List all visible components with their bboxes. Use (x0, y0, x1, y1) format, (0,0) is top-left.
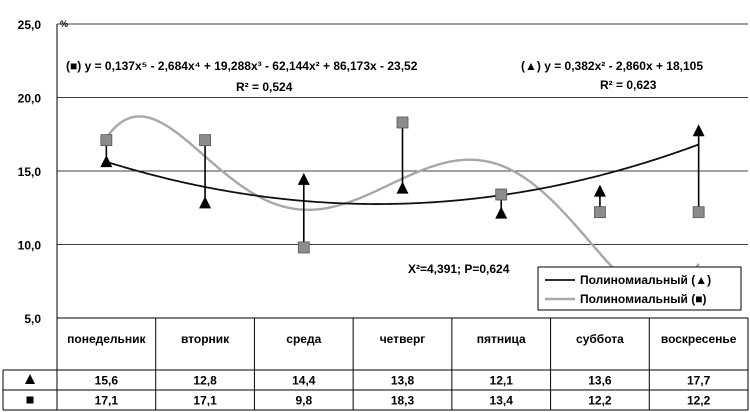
r-squared-square: R² = 0,524 (236, 80, 293, 94)
triangle-marker (199, 196, 212, 209)
triangle-marker (495, 206, 508, 219)
table-value: 13,8 (391, 374, 415, 388)
category-label: вторник (181, 332, 230, 346)
square-marker (199, 134, 211, 147)
table-value: 17,1 (95, 394, 119, 408)
table-value: 15,6 (95, 374, 119, 388)
category-label: воскресенье (661, 332, 737, 346)
legend-label: Полиномиальный (▲) (580, 273, 711, 287)
table-value: 9,8 (295, 394, 312, 408)
y-tick-labels: 5,0 10,0 15,0 20,0 25,0% (18, 18, 68, 326)
table-value: 14,4 (292, 374, 316, 388)
table-value: 17,7 (687, 374, 711, 388)
triangle-marker (692, 124, 705, 137)
data-markers (100, 116, 705, 254)
table-value: 18,3 (391, 394, 415, 408)
square-marker (100, 134, 113, 147)
table-value: 12,2 (687, 394, 711, 408)
category-label: пятница (477, 332, 526, 346)
y-tick-label: 5,0 (24, 312, 41, 326)
category-label: понедельник (67, 332, 146, 346)
table-value: 12,1 (490, 374, 514, 388)
r-squared-triangle: R² = 0,623 (600, 78, 657, 92)
square-marker (495, 188, 508, 201)
trend-equations: (■) y = 0,137x⁵ - 2,684x⁴ + 19,288x³ - 6… (66, 59, 703, 94)
triangle-marker (297, 172, 310, 185)
table-value: 13,6 (588, 374, 612, 388)
y-tick-label: 25,0 (18, 18, 42, 32)
y-tick-label: 20,0 (18, 92, 42, 106)
category-label: четверг (380, 332, 426, 346)
square-marker (396, 116, 409, 129)
legend: Полиномиальный (▲) Полиномиальный (■) (537, 266, 742, 311)
y-tick-label: 15,0 (18, 165, 42, 179)
square-marker (594, 206, 606, 219)
trend-equation-square: (■) y = 0,137x⁵ - 2,684x⁴ + 19,288x³ - 6… (66, 59, 418, 73)
y-tick-label: 10,0 (18, 239, 42, 253)
triangle-marker (396, 181, 409, 194)
triangle-marker (100, 155, 113, 168)
square-marker (297, 241, 310, 254)
chi-square-annotation: X²=4,391; P=0,624 (408, 262, 510, 276)
category-label: среда (286, 332, 321, 346)
table-value: 17,1 (193, 394, 217, 408)
trend-equation-triangle: (▲) y = 0,382x² - 2,860x + 18,105 (521, 59, 703, 73)
y-unit-label: % (60, 19, 68, 29)
triangle-marker (593, 184, 606, 197)
data-table: понедельник вторник среда четверг пятница суб… (2, 318, 749, 411)
table-triangle-symbol (25, 374, 35, 384)
legend-box (537, 266, 742, 311)
legend-label: Полиномиальный (■) (580, 292, 706, 306)
table-value: 12,2 (588, 394, 612, 408)
table-square-symbol (26, 396, 34, 404)
square-marker (692, 206, 705, 219)
table-value: 13,4 (490, 394, 514, 408)
category-label: суббота (576, 332, 624, 346)
table-value: 12,8 (193, 374, 217, 388)
